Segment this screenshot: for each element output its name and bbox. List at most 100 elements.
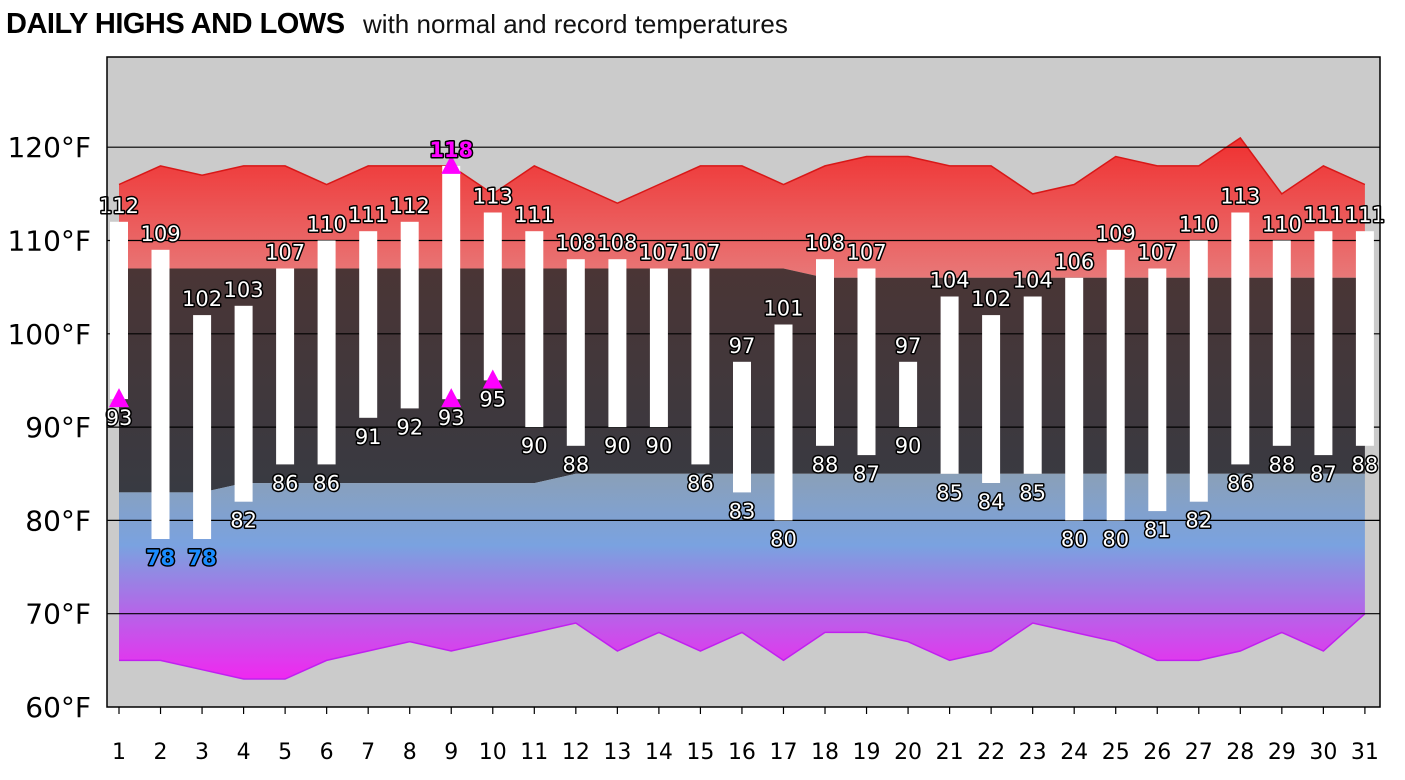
record-high-band	[119, 137, 1365, 278]
x-tick-label: 26	[1143, 740, 1171, 765]
x-tick-label: 12	[562, 740, 590, 765]
low-label: 82	[1185, 509, 1212, 533]
day-bar	[400, 221, 419, 409]
day-bar	[1065, 277, 1084, 521]
day-bar	[1314, 231, 1333, 456]
day-bar	[1231, 212, 1250, 465]
x-tick-label: 9	[444, 740, 458, 765]
high-label: 112	[390, 194, 430, 218]
low-label: 80	[1061, 527, 1088, 551]
high-label: 107	[680, 240, 720, 264]
low-label: 85	[936, 481, 963, 505]
low-label: 91	[355, 425, 382, 449]
high-label: 102	[971, 287, 1011, 311]
x-tick-label: 15	[686, 740, 714, 765]
chart-title-row: DAILY HIGHS AND LOWS with normal and rec…	[6, 8, 788, 48]
day-bar	[110, 221, 128, 400]
low-label: 86	[687, 471, 714, 495]
record-low-line	[119, 613, 1366, 680]
x-tick-label: 18	[811, 740, 839, 765]
low-label: 93	[438, 406, 465, 430]
x-tick-label: 19	[853, 740, 881, 765]
x-tick-label: 23	[1019, 740, 1047, 765]
high-label: 111	[1345, 203, 1385, 227]
low-label: 88	[812, 453, 839, 477]
high-label: 108	[805, 231, 845, 255]
x-tick-label: 10	[479, 740, 507, 765]
day-bar	[234, 305, 253, 502]
x-tick-label: 8	[403, 740, 417, 765]
day-bar	[608, 259, 627, 428]
high-label: 110	[307, 213, 347, 237]
x-tick-label: 2	[154, 740, 168, 765]
day-bar	[733, 361, 751, 493]
day-bar	[1272, 240, 1291, 446]
high-label: 97	[729, 334, 756, 358]
y-tick-label: 110°F	[7, 225, 91, 258]
record-low-band	[119, 473, 1365, 679]
low-label: 81	[1144, 518, 1171, 542]
day-bar	[359, 231, 378, 418]
chart-subtitle: with normal and record temperatures	[363, 9, 788, 39]
low-label: 88	[562, 453, 589, 477]
y-tick-label: 60°F	[25, 691, 91, 724]
day-bar	[1023, 296, 1042, 474]
record-high-line	[118, 136, 1366, 205]
low-label: 82	[230, 509, 257, 533]
day-bar	[982, 315, 1001, 483]
day-bar	[816, 259, 834, 446]
day-bar	[483, 212, 502, 381]
y-tick-label: 120°F	[7, 131, 91, 164]
day-bar	[1148, 268, 1167, 512]
record-marker	[482, 369, 503, 389]
low-label: 78	[146, 546, 175, 570]
high-label: 118	[429, 138, 473, 162]
high-label: 111	[1303, 203, 1343, 227]
x-tick-label: 27	[1185, 740, 1213, 765]
x-tick-label: 4	[237, 740, 251, 765]
low-label: 90	[604, 434, 631, 458]
high-label: 106	[1054, 250, 1094, 274]
x-tick-label: 31	[1351, 740, 1379, 765]
day-bar	[151, 249, 170, 540]
record-marker	[109, 388, 129, 408]
high-label: 112	[99, 194, 139, 218]
y-tick-label: 80°F	[25, 504, 91, 537]
low-label: 90	[646, 434, 673, 458]
high-label: 107	[1137, 240, 1177, 264]
low-label: 87	[853, 462, 880, 486]
x-tick-label: 13	[603, 740, 631, 765]
x-tick-label: 6	[320, 740, 334, 765]
high-label: 102	[182, 287, 222, 311]
day-bar	[857, 268, 876, 456]
day-bar	[317, 240, 336, 465]
x-tick-label: 20	[894, 740, 922, 765]
x-tick-label: 11	[520, 740, 548, 765]
low-label: 86	[272, 471, 299, 495]
high-label: 107	[639, 240, 679, 264]
x-tick-label: 25	[1102, 740, 1130, 765]
day-bar	[940, 296, 959, 474]
day-bar	[193, 315, 212, 539]
x-tick-label: 22	[977, 740, 1005, 765]
plot-frame	[106, 56, 1381, 708]
y-tick-label: 100°F	[7, 318, 91, 351]
day-bar	[525, 231, 544, 428]
x-tick-label: 16	[728, 740, 756, 765]
x-tick-label: 1	[112, 740, 126, 765]
x-tick-label: 7	[361, 740, 375, 765]
x-tick-label: 21	[936, 740, 964, 765]
high-label: 101	[763, 296, 803, 320]
x-tick-label: 24	[1060, 740, 1088, 765]
high-label: 108	[597, 231, 637, 255]
high-label: 104	[930, 268, 970, 292]
high-label: 109	[140, 222, 180, 246]
record-marker	[441, 154, 462, 174]
x-tick-label: 17	[769, 740, 797, 765]
low-label: 87	[1310, 462, 1337, 486]
day-bar	[1355, 231, 1374, 446]
high-label: 111	[348, 203, 388, 227]
high-label: 108	[556, 231, 596, 255]
high-label: 103	[224, 278, 264, 302]
